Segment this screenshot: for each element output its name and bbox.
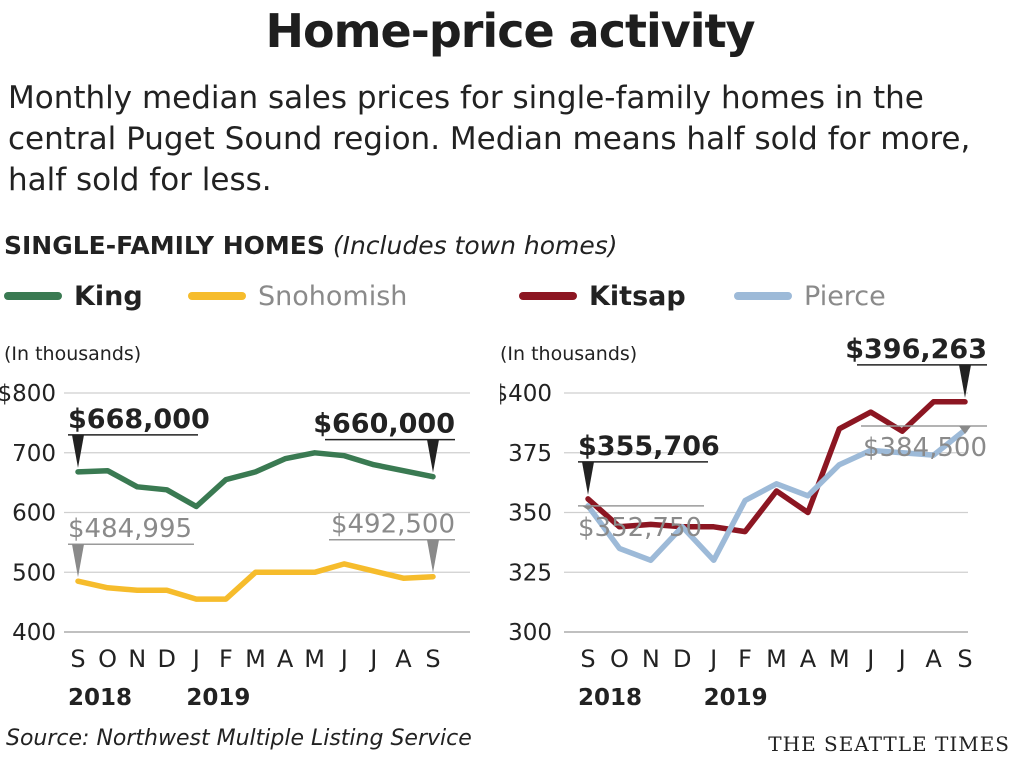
chart-subtitle: Monthly median sales prices for single-f… <box>8 80 971 198</box>
annotation-pointer <box>582 461 594 495</box>
x-tick-label: A <box>925 645 942 673</box>
x-tick-label: A <box>277 645 294 673</box>
x-tick-label: J <box>865 645 874 673</box>
x-tick-label: J <box>339 645 348 673</box>
series-line-pierce <box>585 427 968 564</box>
source-note: Source: Northwest Multiple Listing Servi… <box>6 726 472 751</box>
y-tick-label: 600 <box>12 501 56 527</box>
year-label: 2018 <box>578 685 642 711</box>
y-tick-label: $800 <box>0 381 56 407</box>
annotation-pointer <box>427 439 439 473</box>
x-tick-label: J <box>897 645 906 673</box>
x-tick-label: J <box>708 645 717 673</box>
legend-label-king: King <box>74 280 143 312</box>
annotation-label: $660,000 <box>313 409 455 440</box>
x-tick-label: A <box>800 645 817 673</box>
year-label: 2019 <box>186 685 250 711</box>
x-tick-label: S <box>70 645 85 673</box>
x-tick-label: M <box>304 645 325 673</box>
section-heading: SINGLE-FAMILY HOMES (Includes town homes… <box>4 231 618 260</box>
y-tick-label: 400 <box>12 620 56 646</box>
y-tick-label: $400 <box>500 381 552 407</box>
x-tick-label: F <box>738 645 752 673</box>
series-line-king <box>75 450 436 510</box>
annotation-pointer <box>959 364 971 398</box>
legend-swatch-snohomish <box>188 292 246 300</box>
year-label: 2018 <box>68 685 132 711</box>
annotation-pointer <box>582 505 594 510</box>
units-note: (In thousands) <box>4 343 141 365</box>
annotation-label: $352,750 <box>578 513 702 543</box>
x-tick-label: F <box>219 645 233 673</box>
y-tick-label: 500 <box>12 560 56 586</box>
x-tick-label: J <box>368 645 377 673</box>
units-note: (In thousands) <box>500 343 637 365</box>
x-tick-label: S <box>957 645 972 673</box>
annotation-label: $668,000 <box>68 404 210 435</box>
x-tick-label: O <box>98 645 117 673</box>
section-title: SINGLE-FAMILY HOMES <box>4 231 325 260</box>
x-tick-label: M <box>766 645 787 673</box>
legend-item-king: King <box>4 280 143 312</box>
legend-swatch-kitsap <box>519 292 577 300</box>
legend-item-kitsap: Kitsap <box>519 280 686 312</box>
x-tick-label: A <box>395 645 412 673</box>
annotation-pointer <box>427 539 439 573</box>
y-tick-label: 350 <box>508 501 552 527</box>
legend-label-pierce: Pierce <box>804 280 886 312</box>
section-note: (Includes town homes) <box>332 231 618 260</box>
legend-swatch-pierce <box>734 292 792 300</box>
y-tick-label: 375 <box>508 441 552 467</box>
y-tick-label: 300 <box>508 620 552 646</box>
x-tick-label: M <box>245 645 266 673</box>
x-tick-label: S <box>580 645 595 673</box>
annotation-label: $484,995 <box>68 514 192 544</box>
x-tick-label: S <box>425 645 440 673</box>
legend-label-snohomish: Snohomish <box>258 280 408 312</box>
annotation-pointer <box>959 426 971 435</box>
legend-item-pierce: Pierce <box>734 280 886 312</box>
x-tick-label: N <box>128 645 146 673</box>
legend-swatch-king <box>4 292 62 300</box>
annotation-label: $355,706 <box>578 431 720 462</box>
legend-item-snohomish: Snohomish <box>188 280 407 312</box>
x-tick-label: N <box>642 645 660 673</box>
series-line-snohomish <box>75 561 436 602</box>
annotation-pointer <box>72 544 84 578</box>
series-line-kitsap <box>585 399 968 535</box>
y-tick-label: 325 <box>508 560 552 586</box>
x-tick-label: D <box>158 645 176 673</box>
x-tick-label: D <box>673 645 691 673</box>
x-tick-label: J <box>191 645 200 673</box>
annotation-label: $384,500 <box>863 433 987 463</box>
annotation-pointer <box>72 434 84 468</box>
legend-label-kitsap: Kitsap <box>589 280 686 312</box>
publisher-brand: THE SEATTLE TIMES <box>768 732 1010 756</box>
y-tick-label: 700 <box>12 441 56 467</box>
x-tick-label: O <box>610 645 629 673</box>
annotation-label: $396,263 <box>845 334 987 365</box>
chart-title: Home-price activity <box>265 4 756 58</box>
x-tick-label: M <box>829 645 850 673</box>
year-label: 2019 <box>704 685 768 711</box>
annotation-label: $492,500 <box>331 510 455 540</box>
